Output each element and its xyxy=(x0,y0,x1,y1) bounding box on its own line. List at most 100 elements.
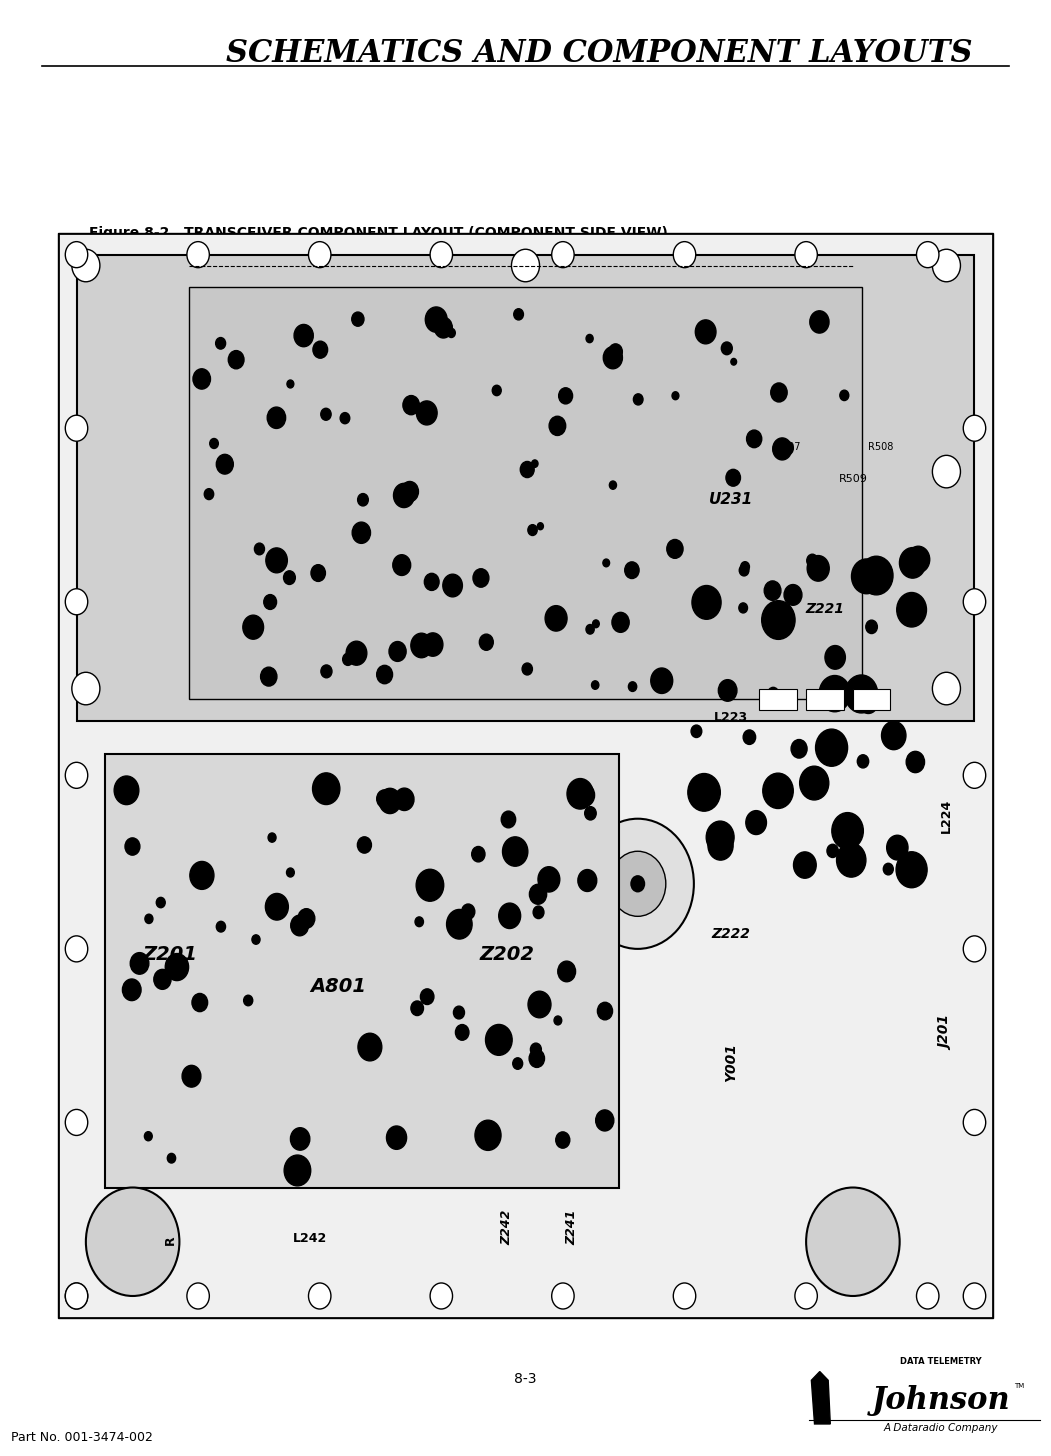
Circle shape xyxy=(193,368,210,389)
Circle shape xyxy=(357,837,371,853)
Circle shape xyxy=(86,1188,180,1296)
Circle shape xyxy=(726,469,741,486)
Circle shape xyxy=(858,754,869,767)
Circle shape xyxy=(806,1188,900,1296)
Bar xyxy=(806,689,844,711)
Circle shape xyxy=(266,894,288,920)
Circle shape xyxy=(448,328,455,338)
Circle shape xyxy=(528,992,551,1018)
Circle shape xyxy=(268,833,276,842)
Circle shape xyxy=(859,690,879,713)
Circle shape xyxy=(423,633,442,657)
Circle shape xyxy=(847,850,858,863)
Circle shape xyxy=(145,914,153,923)
Circle shape xyxy=(313,341,328,358)
Circle shape xyxy=(674,1283,696,1309)
Circle shape xyxy=(900,547,926,578)
Circle shape xyxy=(157,897,165,907)
Circle shape xyxy=(65,1283,87,1309)
Circle shape xyxy=(692,585,721,619)
Circle shape xyxy=(837,843,866,877)
Circle shape xyxy=(651,668,673,693)
Circle shape xyxy=(430,242,453,268)
Circle shape xyxy=(687,773,720,811)
Circle shape xyxy=(932,249,961,282)
Circle shape xyxy=(204,489,213,499)
Circle shape xyxy=(795,1283,818,1309)
Circle shape xyxy=(558,961,576,981)
Circle shape xyxy=(411,633,432,658)
Circle shape xyxy=(741,562,749,572)
Circle shape xyxy=(851,559,882,594)
Circle shape xyxy=(916,242,939,268)
Circle shape xyxy=(352,312,364,326)
Circle shape xyxy=(718,680,737,702)
Circle shape xyxy=(357,494,368,505)
Circle shape xyxy=(964,1109,986,1136)
Circle shape xyxy=(782,441,794,454)
Circle shape xyxy=(65,936,87,962)
Circle shape xyxy=(453,1006,465,1019)
Polygon shape xyxy=(811,1372,830,1424)
Text: Z242: Z242 xyxy=(500,1210,513,1245)
Circle shape xyxy=(404,960,497,1069)
Circle shape xyxy=(287,380,294,387)
Circle shape xyxy=(831,812,863,849)
Circle shape xyxy=(767,687,779,700)
Circle shape xyxy=(352,523,371,543)
Circle shape xyxy=(163,875,178,893)
Text: R509: R509 xyxy=(839,475,867,485)
Circle shape xyxy=(593,620,599,628)
Circle shape xyxy=(964,588,986,614)
Circle shape xyxy=(389,642,406,661)
Circle shape xyxy=(763,773,794,808)
Circle shape xyxy=(816,729,847,766)
Circle shape xyxy=(114,818,226,949)
Circle shape xyxy=(411,1000,424,1015)
Circle shape xyxy=(887,836,908,860)
Circle shape xyxy=(746,811,766,834)
Circle shape xyxy=(346,641,367,665)
Circle shape xyxy=(609,344,622,360)
Circle shape xyxy=(442,574,462,597)
Circle shape xyxy=(795,242,818,268)
Text: Z221: Z221 xyxy=(805,601,844,616)
Circle shape xyxy=(393,483,414,508)
Circle shape xyxy=(387,1125,407,1149)
Circle shape xyxy=(144,1131,152,1140)
Text: DATA TELEMETRY: DATA TELEMETRY xyxy=(900,1357,982,1366)
Circle shape xyxy=(291,916,309,936)
Text: R: R xyxy=(164,1235,177,1245)
Circle shape xyxy=(182,1066,201,1088)
Circle shape xyxy=(287,868,294,877)
Text: Y001: Y001 xyxy=(724,1042,738,1082)
Circle shape xyxy=(575,783,595,807)
Bar xyxy=(105,754,619,1188)
Text: A Dataradio Company: A Dataradio Company xyxy=(884,1423,997,1433)
Circle shape xyxy=(294,325,313,347)
Circle shape xyxy=(610,852,666,916)
Circle shape xyxy=(789,593,797,603)
Circle shape xyxy=(321,408,331,421)
Circle shape xyxy=(125,837,140,855)
Circle shape xyxy=(165,954,188,980)
Circle shape xyxy=(537,875,552,893)
Circle shape xyxy=(529,1050,544,1067)
Circle shape xyxy=(501,811,516,828)
Circle shape xyxy=(743,729,756,744)
Circle shape xyxy=(549,416,565,435)
Circle shape xyxy=(244,996,252,1006)
Circle shape xyxy=(531,1042,541,1056)
Circle shape xyxy=(243,614,264,639)
Circle shape xyxy=(597,1002,613,1019)
Circle shape xyxy=(807,555,818,568)
Circle shape xyxy=(784,584,802,606)
Circle shape xyxy=(434,317,452,338)
Circle shape xyxy=(309,242,331,268)
Circle shape xyxy=(492,386,501,396)
Bar xyxy=(58,233,993,1318)
Circle shape xyxy=(401,482,418,502)
Circle shape xyxy=(845,676,878,713)
Circle shape xyxy=(603,559,610,566)
Bar xyxy=(77,255,974,721)
